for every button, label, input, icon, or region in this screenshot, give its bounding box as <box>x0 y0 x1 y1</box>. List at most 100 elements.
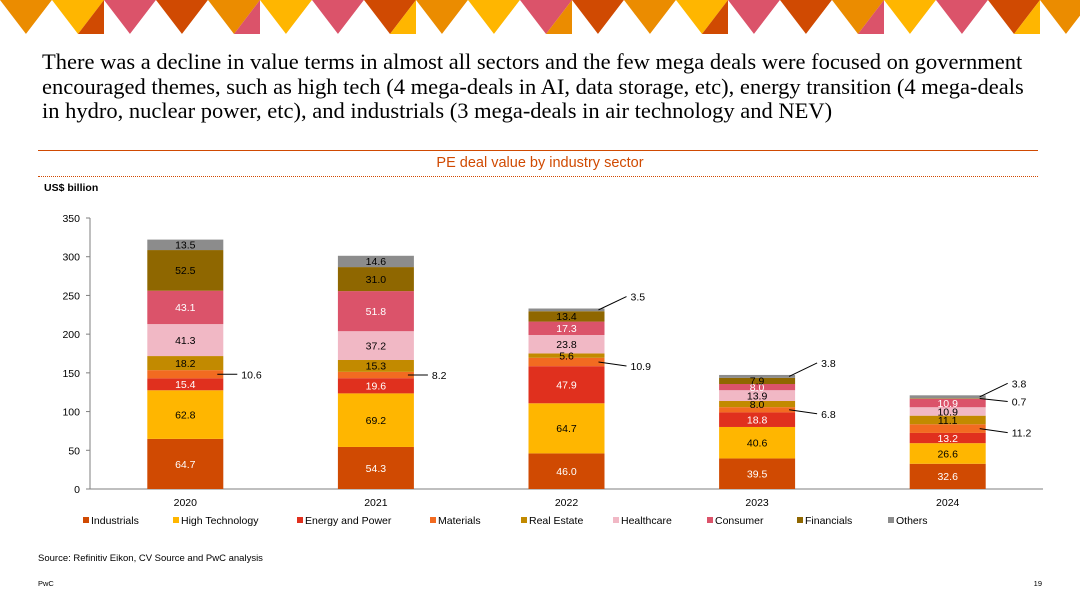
legend-label: High Technology <box>181 515 259 527</box>
banner-triangle <box>624 0 676 34</box>
data-label: 13.4 <box>556 311 577 323</box>
legend-swatch <box>521 517 527 523</box>
bar-segment <box>528 308 605 312</box>
banner-triangle <box>156 0 208 34</box>
data-label: 8.2 <box>432 370 447 382</box>
y-tick-label: 100 <box>62 407 80 419</box>
data-label: 15.3 <box>366 361 387 373</box>
bar-segment <box>147 290 224 325</box>
banner-triangle <box>546 0 572 34</box>
bar-segment <box>337 371 414 379</box>
legend-label: Real Estate <box>529 515 583 527</box>
bar-segment <box>147 378 224 391</box>
banner-triangle <box>104 0 156 34</box>
banner-triangle <box>468 0 520 34</box>
banner-triangle <box>520 0 572 34</box>
bar-segment <box>719 458 796 489</box>
legend-swatch <box>430 517 436 523</box>
bar-segment <box>337 360 414 372</box>
y-tick-label: 200 <box>62 329 80 341</box>
data-label: 43.1 <box>175 302 196 314</box>
x-tick-label: 2021 <box>364 497 388 509</box>
bar-segment <box>909 395 986 399</box>
bar-segment <box>528 321 605 335</box>
banner-triangle <box>754 0 780 34</box>
data-label: 11.1 <box>938 415 958 427</box>
banner-triangle <box>650 0 676 34</box>
bar-segment <box>337 267 414 292</box>
data-label: 69.2 <box>366 415 387 427</box>
legend-label: Consumer <box>715 515 764 527</box>
banner-triangle <box>1040 0 1080 34</box>
bar-segment <box>909 398 986 408</box>
banner-triangle <box>312 0 364 34</box>
data-label: 26.6 <box>937 448 958 460</box>
legend-swatch <box>888 517 894 523</box>
banner-triangle <box>598 0 624 34</box>
data-label: 3.8 <box>1012 378 1027 390</box>
bar-segment <box>909 463 986 489</box>
x-tick-label: 2023 <box>745 497 769 509</box>
data-label: 31.0 <box>366 274 387 286</box>
bar-segment <box>528 403 605 454</box>
bar-segment <box>719 407 796 413</box>
data-label: 46.0 <box>556 466 577 478</box>
banner-triangle <box>234 0 260 34</box>
bar-segment <box>337 393 414 447</box>
bar-segment <box>147 250 224 291</box>
banner-triangle <box>78 0 104 34</box>
banner-triangle <box>416 0 468 34</box>
data-label: 13.2 <box>937 433 958 445</box>
slide-headline: There was a decline in value terms in al… <box>42 49 1024 123</box>
data-label: 11.2 <box>1012 428 1032 440</box>
legend-label: Financials <box>805 515 852 527</box>
bar-segment <box>719 426 796 459</box>
callout-line <box>598 361 627 367</box>
legend-swatch <box>613 517 619 523</box>
y-tick-label: 50 <box>68 445 80 457</box>
bar-segment <box>719 390 796 401</box>
data-label: 17.3 <box>556 323 577 335</box>
bar-segment <box>528 453 605 489</box>
bar-segment <box>337 331 414 361</box>
banner-triangle <box>936 0 988 34</box>
banner-triangle <box>572 0 624 34</box>
chart-title: PE deal value by industry sector <box>436 155 644 171</box>
bar-segment <box>719 377 796 385</box>
banner-triangle <box>962 0 988 34</box>
data-label: 62.8 <box>175 409 196 421</box>
banner-triangle <box>0 0 52 34</box>
bar-segment <box>528 334 605 354</box>
data-label: 10.9 <box>631 361 652 373</box>
data-label: 19.6 <box>366 381 387 393</box>
data-label: 54.3 <box>366 463 387 475</box>
bar-segment <box>909 424 986 433</box>
bar-segment <box>528 353 605 358</box>
data-label: 13.5 <box>175 240 196 252</box>
data-label: 40.6 <box>747 437 768 449</box>
data-label: 47.9 <box>556 380 577 392</box>
data-label: 18.2 <box>175 358 196 370</box>
data-label: 14.6 <box>366 256 387 268</box>
bar-segment <box>147 370 224 379</box>
bar-segment <box>719 412 796 427</box>
y-tick-label: 350 <box>62 213 80 225</box>
banner-triangle <box>390 0 416 34</box>
banner-triangle <box>52 0 104 34</box>
data-label: 10.6 <box>241 369 262 381</box>
data-label: 39.5 <box>747 469 768 481</box>
data-label: 64.7 <box>556 423 577 435</box>
legend-swatch <box>173 517 179 523</box>
data-label: 8.0 <box>750 382 765 394</box>
callout-line <box>789 409 818 415</box>
banner-triangle <box>130 0 156 34</box>
bar-segment <box>147 239 224 251</box>
legend-swatch <box>797 517 803 523</box>
chart-title-divider <box>38 176 1038 177</box>
x-tick-label: 2024 <box>936 497 960 509</box>
banner-triangle <box>442 0 468 34</box>
data-label: 52.5 <box>175 265 196 277</box>
data-label: 51.8 <box>366 306 387 318</box>
banner-triangle <box>260 0 312 34</box>
bar-segment <box>528 366 605 404</box>
